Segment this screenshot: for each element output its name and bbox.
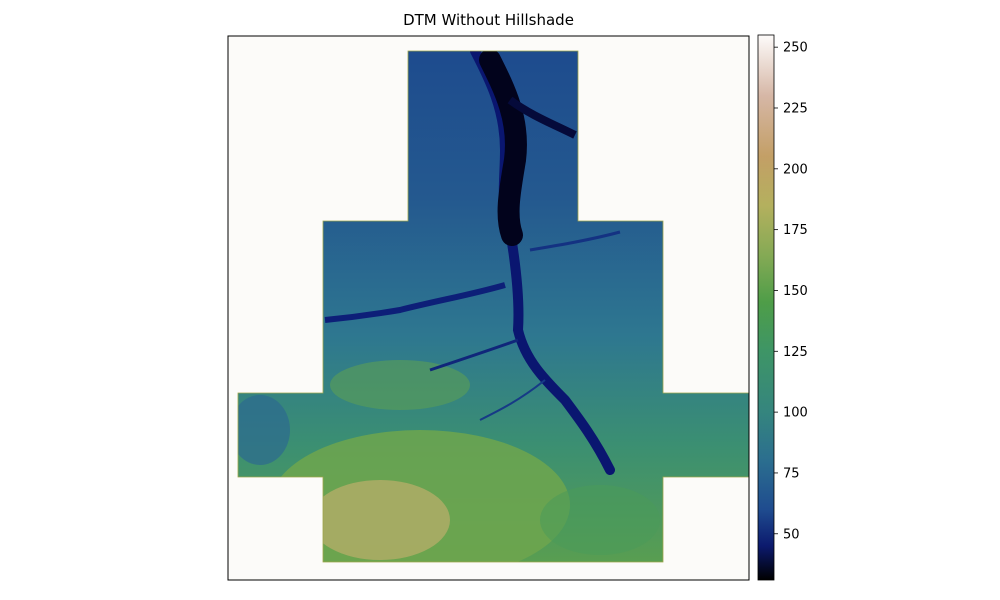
colorbar-tick-label: 225 — [783, 101, 808, 116]
colorbar-tick-label: 125 — [783, 345, 808, 360]
colorbar-tick-label: 50 — [783, 527, 800, 542]
colorbar — [757, 34, 775, 581]
raster-outline — [237, 50, 750, 563]
colorbar-tick-label: 200 — [783, 162, 808, 177]
colorbar-ticks: 50 75 100 125 150 175 200 225 250 — [774, 41, 808, 542]
axes-frame — [227, 35, 750, 581]
colorbar-tick-label: 75 — [783, 466, 800, 481]
colorbar-tick-label: 150 — [783, 284, 808, 299]
colorbar-tick-label: 175 — [783, 223, 808, 238]
chart-title: DTM Without Hillshade — [403, 11, 574, 29]
colorbar-tick-label: 100 — [783, 406, 808, 421]
colorbar-tick-label: 250 — [783, 41, 808, 56]
